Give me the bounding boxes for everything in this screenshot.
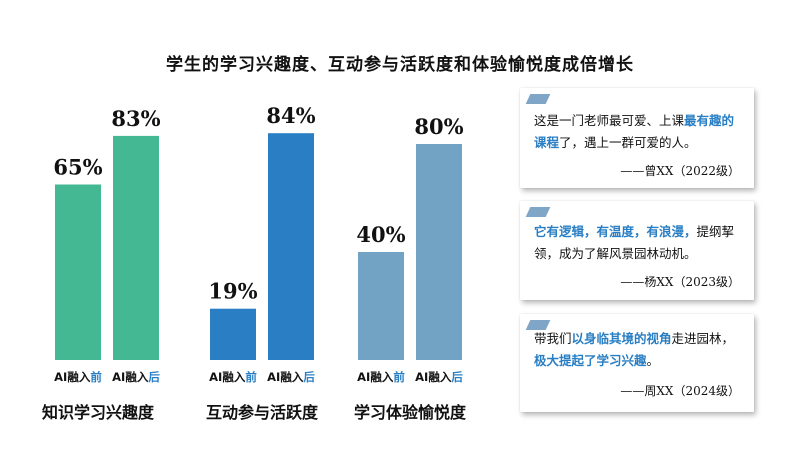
bar-2-before: [210, 308, 256, 360]
group-label: 知识学习兴趣度: [42, 403, 155, 422]
bar-2-after: [268, 133, 314, 360]
bar-3-after: [416, 144, 462, 360]
data-label: 83%: [111, 106, 160, 131]
quote-text-segment: 这是一门老师最可爱、上课: [534, 113, 685, 128]
bar-label-suffix: 前: [245, 370, 257, 384]
quote-tag-icon: [525, 94, 551, 104]
quote-author-2: ——杨XX（2023级）: [620, 275, 740, 289]
data-label: 84%: [266, 103, 315, 128]
bar-category-label: AI融入后: [267, 369, 315, 385]
quote-tag-icon: [525, 207, 551, 217]
bar-label-prefix: AI融入: [112, 370, 149, 384]
chart-title: 学生的学习兴趣度、互动参与活跃度和体验愉悦度成倍增长: [166, 55, 634, 75]
bar-category-label: AI融入前: [209, 369, 257, 385]
bar-label-suffix: 后: [451, 370, 463, 384]
bar-label-prefix: AI融入: [267, 370, 304, 384]
bar-label-suffix: 前: [90, 370, 102, 384]
bar-category-label: AI融入后: [112, 369, 160, 385]
bar-label-prefix: AI融入: [209, 370, 246, 384]
bar-3-before: [358, 252, 404, 360]
bar-label-prefix: AI融入: [415, 370, 452, 384]
quote-highlight-text: 最有趣的课程: [534, 113, 735, 150]
quote-highlight-text: 极大提起了学习兴趣: [534, 353, 647, 368]
bar-category-label: AI融入后: [415, 369, 463, 385]
bar-1-before: [55, 184, 101, 360]
quote-text-segment: 了，遇上一群可爱的人。: [559, 135, 697, 150]
data-label: 19%: [208, 279, 257, 304]
group-label: 互动参与活跃度: [206, 403, 319, 422]
data-label: 80%: [414, 114, 463, 139]
bar-category-label: AI融入前: [54, 369, 102, 385]
quote-card-2: 它有逻辑，有温度，有浪漫，提纲挈领，成为了解风景园林动机。 ——杨XX（2023…: [520, 201, 754, 300]
quote-card-3: 带我们以身临其境的视角走进园林， 极大提起了学习兴趣。 ——周XX（2024级）: [520, 314, 754, 412]
quote-text-segment: 提纲挈领，成为了解风景园林动机。: [534, 224, 735, 261]
bar-1-after: [113, 135, 159, 360]
quote-text-1: 这是一门老师最可爱、上课最有趣的课程了，遇上一群可爱的人。: [534, 110, 746, 154]
data-label: 40%: [356, 222, 405, 247]
bar-label-suffix: 后: [303, 370, 315, 384]
quote-card-1: 这是一门老师最可爱、上课最有趣的课程了，遇上一群可爱的人。 ——曾XX（2022…: [520, 88, 754, 188]
quote-text-3: 带我们以身临其境的视角走进园林， 极大提起了学习兴趣。: [534, 328, 746, 372]
bar-label-suffix: 后: [148, 370, 160, 384]
bar-label-prefix: AI融入: [357, 370, 394, 384]
quote-highlight-text: 它有逻辑，有温度，有浪漫，: [534, 224, 697, 239]
quote-text-segment: 。: [646, 353, 660, 368]
quote-text-2: 它有逻辑，有温度，有浪漫，提纲挈领，成为了解风景园林动机。: [534, 221, 746, 265]
bar-category-label: AI融入前: [357, 369, 405, 385]
quote-text-segment: 带我们: [534, 331, 572, 346]
quote-text-segment: 走进园林，: [671, 331, 735, 346]
quote-author-1: ——曾XX（2022级）: [620, 164, 740, 178]
quote-author-3: ——周XX（2024级）: [620, 384, 740, 398]
quote-highlight-text: 以身临其境的视角: [571, 331, 672, 346]
group-label: 学习体验愉悦度: [354, 403, 467, 422]
bar-label-suffix: 前: [393, 370, 405, 384]
bar-label-prefix: AI融入: [54, 370, 91, 384]
data-label: 65%: [53, 155, 102, 180]
